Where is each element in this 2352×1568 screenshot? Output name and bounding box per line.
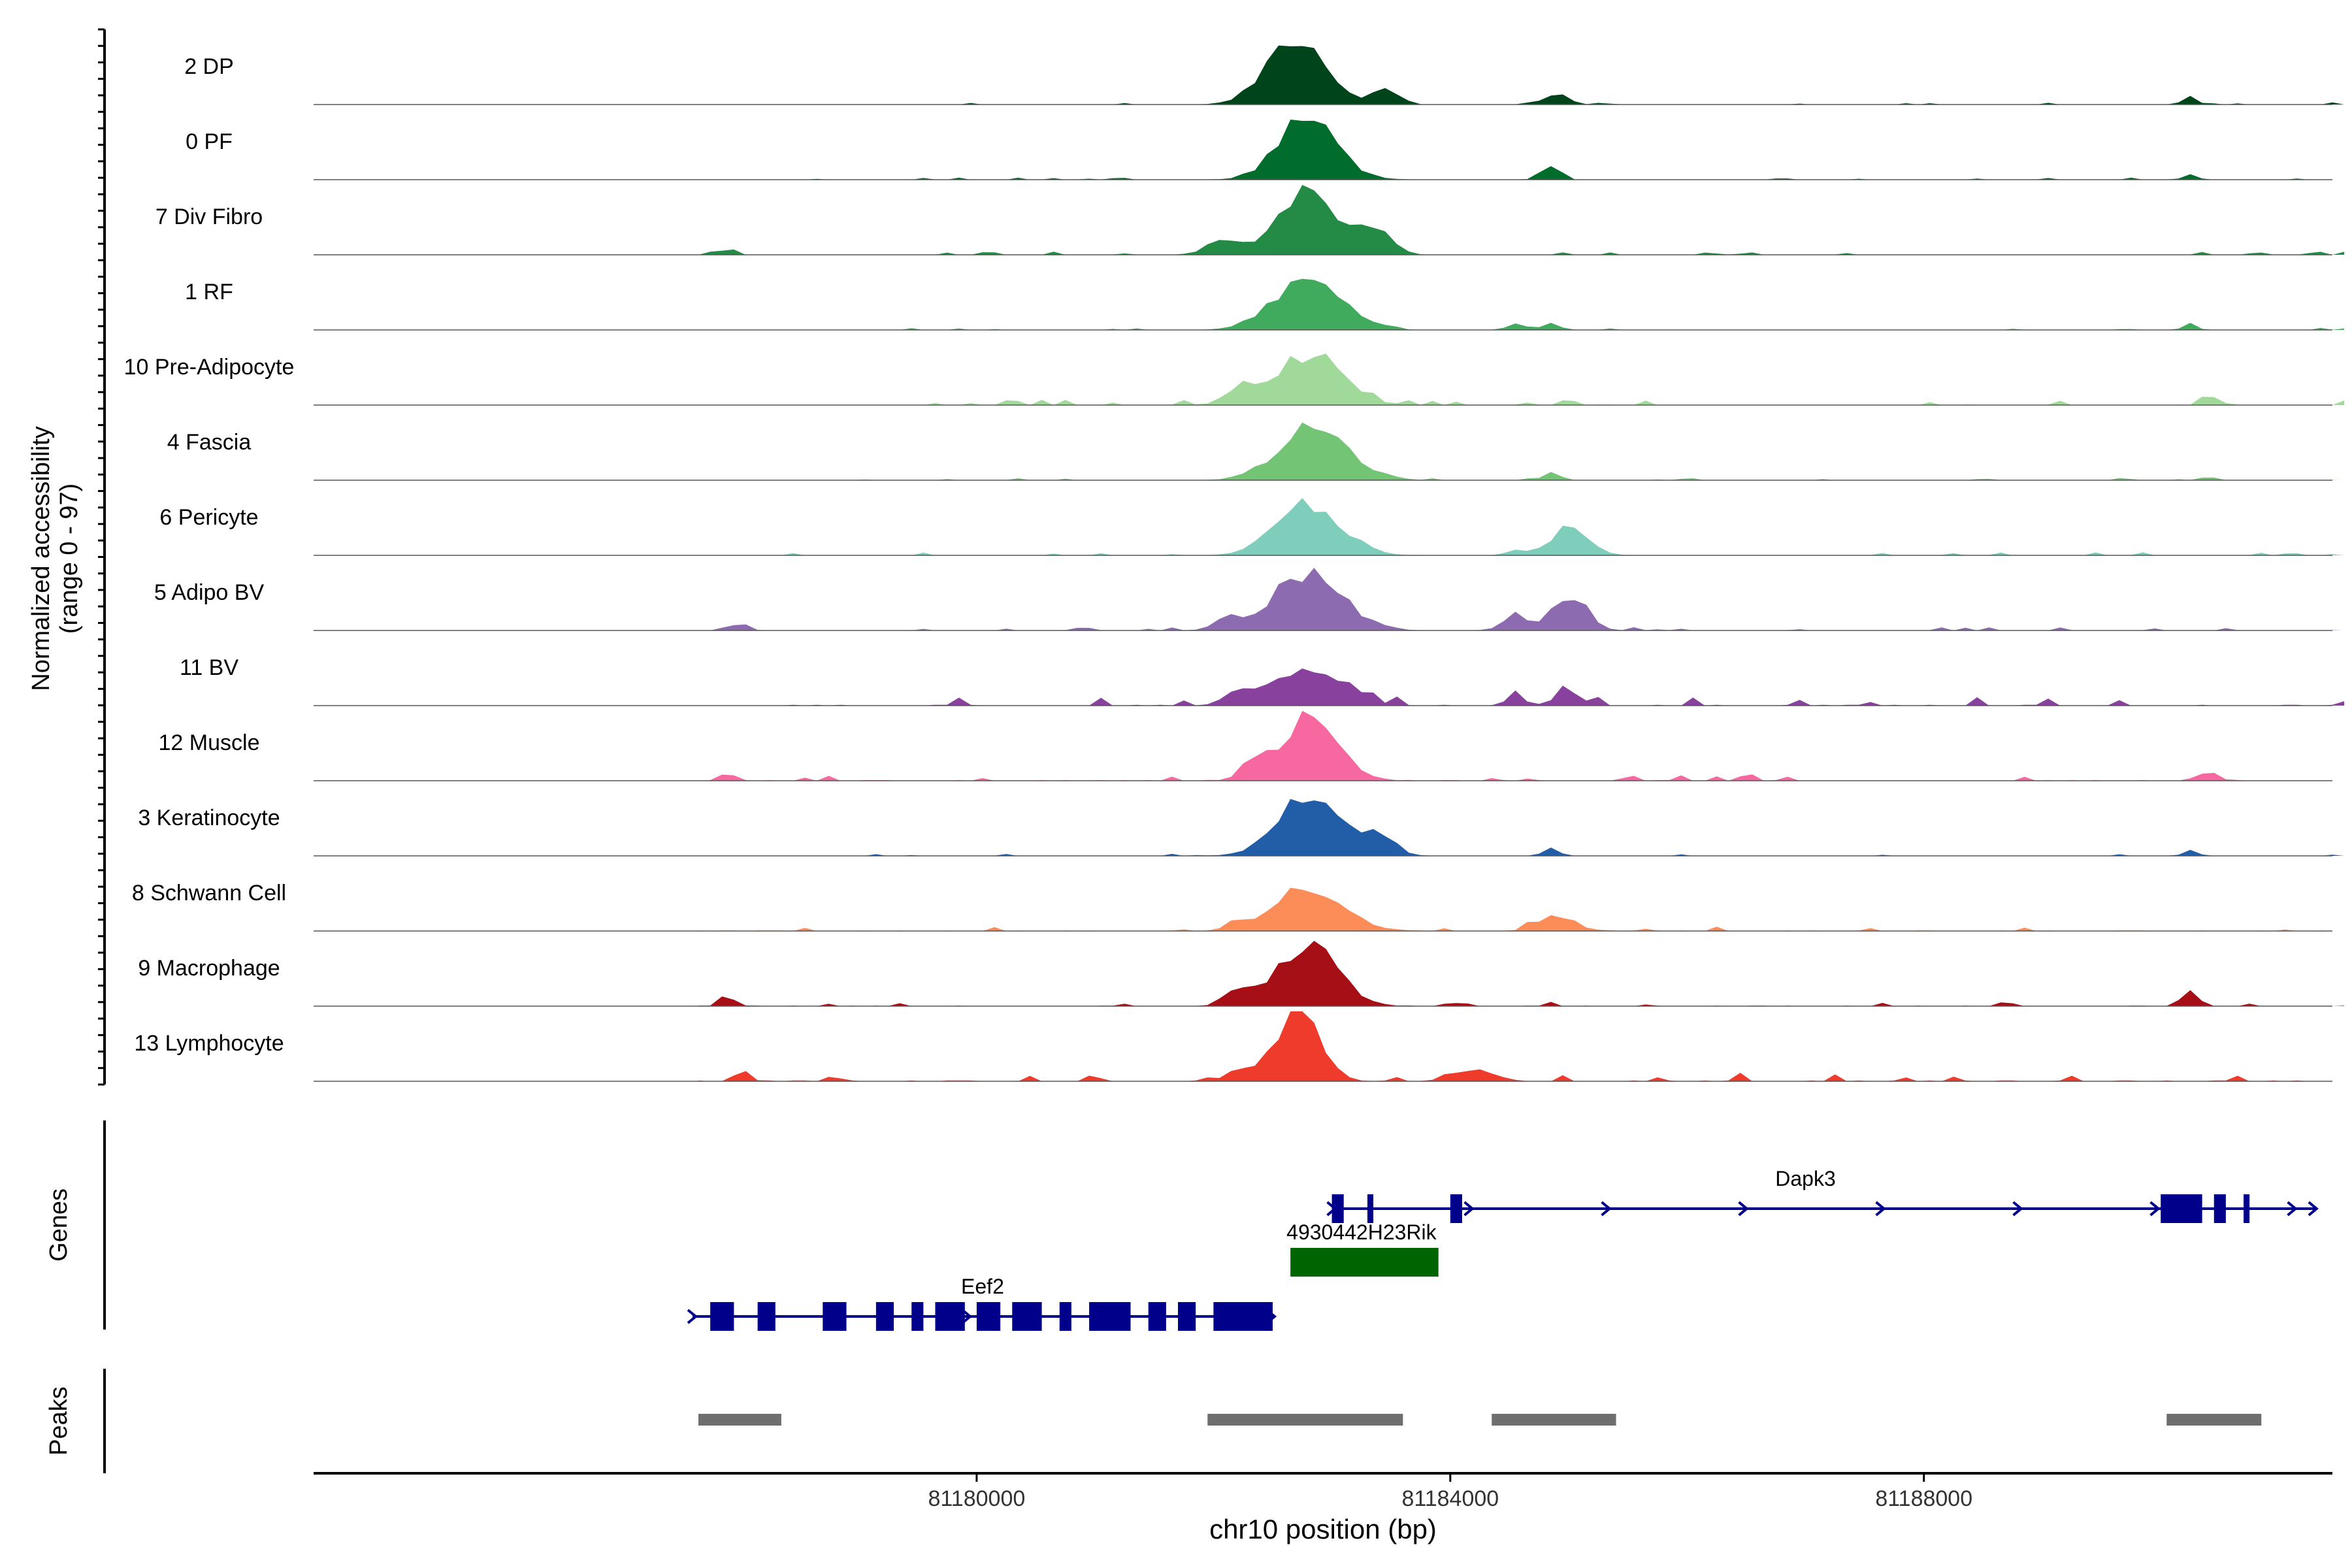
- track-label: 5 Adipo BV: [154, 580, 265, 605]
- peak-bar: [1492, 1414, 1616, 1426]
- track-label: 9 Macrophage: [138, 956, 280, 981]
- coverage-tracks: 2 DP 0 PF 7 Div Fibro 1 RF 10 Pre-Adipocyte 4…: [124, 45, 2345, 1082]
- gene-eef2: Eef2: [687, 1275, 1277, 1331]
- x-axis-label: chr10 position (bp): [1209, 1514, 1437, 1544]
- coverage-area: [698, 668, 2345, 706]
- exon: [976, 1302, 1001, 1331]
- track-label: 6 Pericyte: [159, 505, 258, 530]
- strand-arrow: [1738, 1201, 1749, 1217]
- exon: [1012, 1302, 1042, 1331]
- track-0-pf: 0 PF: [186, 120, 2345, 180]
- peak-bar: [2166, 1414, 2262, 1426]
- track-10-pre-adipocyte: 10 Pre-Adipocyte: [124, 353, 2345, 406]
- x-tick-label: 81184000: [1401, 1486, 1499, 1511]
- track-7-div-fibro: 7 Div Fibro: [155, 185, 2345, 255]
- track-13-lymphocyte: 13 Lymphocyte: [134, 1011, 2345, 1082]
- track-label: 4 Fascia: [167, 430, 252, 455]
- coverage-y-ticks: [98, 28, 105, 1086]
- track-label: 0 PF: [186, 129, 233, 154]
- x-axis: 81180000 81184000 81188000 chr10 position …: [314, 1472, 2332, 1544]
- x-ticks: 81180000 81184000 81188000: [928, 1473, 1972, 1511]
- peak-bars: [698, 1414, 2262, 1426]
- strand-arrow: [2012, 1201, 2023, 1217]
- y-axis-range-label: (range 0 - 97): [56, 483, 83, 634]
- strand-arrow: [2308, 1201, 2319, 1217]
- exon: [1450, 1194, 1462, 1223]
- track-label: 2 DP: [184, 54, 234, 79]
- track-8-schwann-cell: 8 Schwann Cell: [132, 881, 2345, 932]
- track-11-bv: 11 BV: [180, 655, 2345, 706]
- peaks-panel: Peaks: [45, 1369, 2262, 1473]
- strand-arrow: [1875, 1201, 1886, 1217]
- y-axis-label: Normalized accessibility: [27, 426, 55, 691]
- strand-arrow: [961, 1309, 973, 1324]
- x-tick-label: 81188000: [1875, 1486, 1972, 1511]
- exon: [757, 1302, 776, 1331]
- track-label: 10 Pre-Adipocyte: [124, 355, 295, 380]
- track-label: 8 Schwann Cell: [132, 881, 286, 906]
- exon: [1059, 1302, 1071, 1331]
- exon: [935, 1302, 965, 1331]
- strand-arrow: [2287, 1201, 2298, 1217]
- track-4-fascia: 4 Fascia: [167, 422, 2345, 481]
- coverage-area: [698, 568, 2345, 630]
- coverage-area: [698, 941, 2345, 1006]
- gene-4930442h23rik: 4930442H23Rik: [1286, 1220, 1439, 1277]
- exon: [2213, 1194, 2226, 1223]
- gene-label: Dapk3: [1775, 1167, 1836, 1190]
- genes-panel-label: Genes: [45, 1188, 73, 1262]
- genes-panel: Genes Dapk3 4930442H23Rik Eef2: [45, 1120, 2319, 1331]
- strand-arrow: [1463, 1201, 1475, 1217]
- track-2-dp: 2 DP: [184, 45, 2345, 105]
- track-label: 7 Div Fibro: [155, 204, 263, 229]
- track-label: 1 RF: [185, 280, 233, 304]
- peaks-panel-label: Peaks: [45, 1386, 73, 1456]
- track-label: 12 Muscle: [159, 730, 260, 755]
- track-label: 13 Lymphocyte: [134, 1031, 284, 1056]
- gene-dapk3: Dapk3: [1326, 1167, 2319, 1223]
- track-6-pericyte: 6 Pericyte: [159, 498, 2345, 556]
- exon: [2244, 1194, 2250, 1223]
- track-label: 3 Keratinocyte: [138, 806, 280, 830]
- exon: [1213, 1302, 1273, 1331]
- track-label: 11 BV: [180, 655, 238, 680]
- exon: [1177, 1302, 1196, 1331]
- exon: [1290, 1248, 1439, 1277]
- exon: [1089, 1302, 1131, 1331]
- track-1-rf: 1 RF: [185, 278, 2345, 331]
- exon: [1367, 1194, 1374, 1223]
- strand-arrow: [687, 1309, 698, 1324]
- track-3-keratinocyte: 3 Keratinocyte: [138, 798, 2345, 857]
- peak-bar: [698, 1414, 781, 1426]
- exon: [1331, 1194, 1344, 1223]
- coverage-panel: Normalized accessibility (range 0 - 97) …: [27, 28, 2345, 1086]
- exon: [911, 1302, 924, 1331]
- strand-arrow: [2149, 1201, 2161, 1217]
- strand-arrow: [1601, 1201, 1612, 1217]
- exon: [710, 1302, 734, 1331]
- track-9-macrophage: 9 Macrophage: [138, 941, 2345, 1007]
- exon: [1148, 1302, 1166, 1331]
- track-5-adipo-bv: 5 Adipo BV: [154, 568, 2345, 631]
- exon: [2161, 1194, 2202, 1223]
- peak-bar: [1207, 1414, 1403, 1426]
- track-12-muscle: 12 Muscle: [159, 711, 2345, 781]
- exon: [875, 1302, 894, 1331]
- exon: [823, 1302, 847, 1331]
- gene-label: Eef2: [961, 1275, 1004, 1298]
- x-tick-label: 81180000: [928, 1486, 1026, 1511]
- gene-label: 4930442H23Rik: [1286, 1220, 1437, 1244]
- gene-models: Dapk3 4930442H23Rik Eef2: [687, 1167, 2319, 1331]
